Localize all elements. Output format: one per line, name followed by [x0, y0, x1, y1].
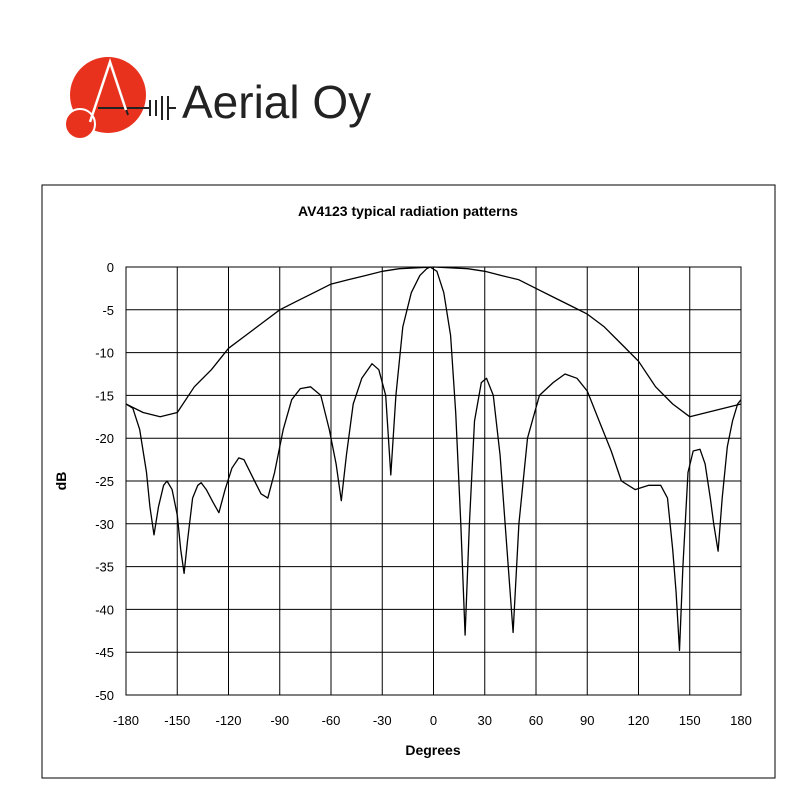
x-axis-label: Degrees	[405, 742, 460, 758]
x-tick-label: 120	[628, 713, 650, 728]
y-tick-label: -5	[102, 303, 114, 318]
series-line	[125, 266, 742, 418]
y-tick-label: -35	[95, 560, 114, 575]
x-tick-label: -60	[322, 713, 341, 728]
y-tick-label: -50	[95, 688, 114, 703]
logo-a	[88, 58, 128, 123]
x-tick-label: 0	[430, 713, 437, 728]
logo-text: Aerial Oy	[182, 76, 371, 128]
x-tick-label: 180	[730, 713, 752, 728]
y-tick-label: -40	[95, 602, 114, 617]
y-tick-label: -10	[95, 346, 114, 361]
x-tick-label: 60	[529, 713, 543, 728]
y-tick-label: 0	[107, 260, 114, 275]
y-tick-label: -30	[95, 517, 114, 532]
logo: Aerial Oy	[64, 57, 371, 140]
x-tick-label: 90	[580, 713, 594, 728]
series-line	[125, 266, 742, 652]
x-tick-label: 150	[679, 713, 701, 728]
chart-title: AV4123 typical radiation patterns	[298, 203, 518, 219]
x-tick-label: -180	[113, 713, 139, 728]
x-tick-label: -30	[373, 713, 392, 728]
y-axis-label: dB	[53, 472, 69, 491]
logo-circle-small	[64, 108, 96, 140]
x-tick-label: -120	[215, 713, 241, 728]
x-tick-label: -90	[270, 713, 289, 728]
y-tick-label: -20	[95, 431, 114, 446]
y-tick-label: -25	[95, 474, 114, 489]
x-tick-label: -150	[164, 713, 190, 728]
y-tick-label: -45	[95, 645, 114, 660]
x-tick-label: 30	[478, 713, 492, 728]
y-tick-label: -15	[95, 388, 114, 403]
